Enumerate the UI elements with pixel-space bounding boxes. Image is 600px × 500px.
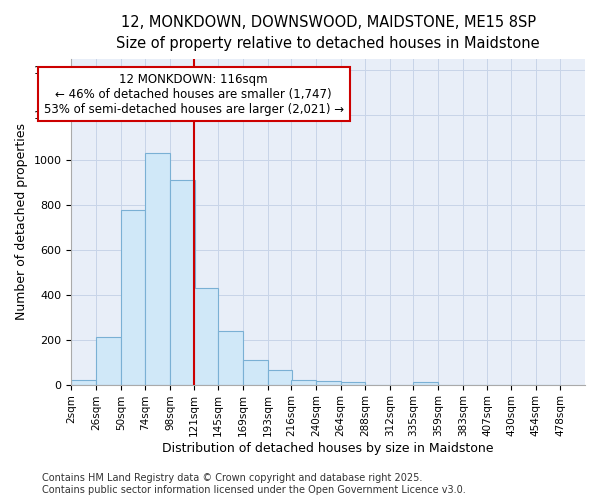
Bar	[291, 380, 316, 384]
Bar	[341, 382, 365, 384]
Bar	[218, 330, 243, 384]
Bar	[268, 370, 292, 384]
Bar	[96, 338, 121, 384]
Bar	[170, 180, 194, 384]
Bar	[243, 360, 268, 384]
Bar	[316, 381, 341, 384]
Bar	[121, 210, 145, 384]
X-axis label: Distribution of detached houses by size in Maidstone: Distribution of detached houses by size …	[163, 442, 494, 455]
Text: Contains HM Land Registry data © Crown copyright and database right 2025.
Contai: Contains HM Land Registry data © Crown c…	[42, 474, 466, 495]
Bar	[71, 380, 96, 384]
Title: 12, MONKDOWN, DOWNSWOOD, MAIDSTONE, ME15 8SP
Size of property relative to detach: 12, MONKDOWN, DOWNSWOOD, MAIDSTONE, ME15…	[116, 15, 540, 51]
Bar	[194, 288, 218, 384]
Y-axis label: Number of detached properties: Number of detached properties	[15, 124, 28, 320]
Bar	[145, 154, 170, 384]
Text: 12 MONKDOWN: 116sqm
← 46% of detached houses are smaller (1,747)
53% of semi-det: 12 MONKDOWN: 116sqm ← 46% of detached ho…	[44, 72, 344, 116]
Bar	[413, 382, 438, 384]
